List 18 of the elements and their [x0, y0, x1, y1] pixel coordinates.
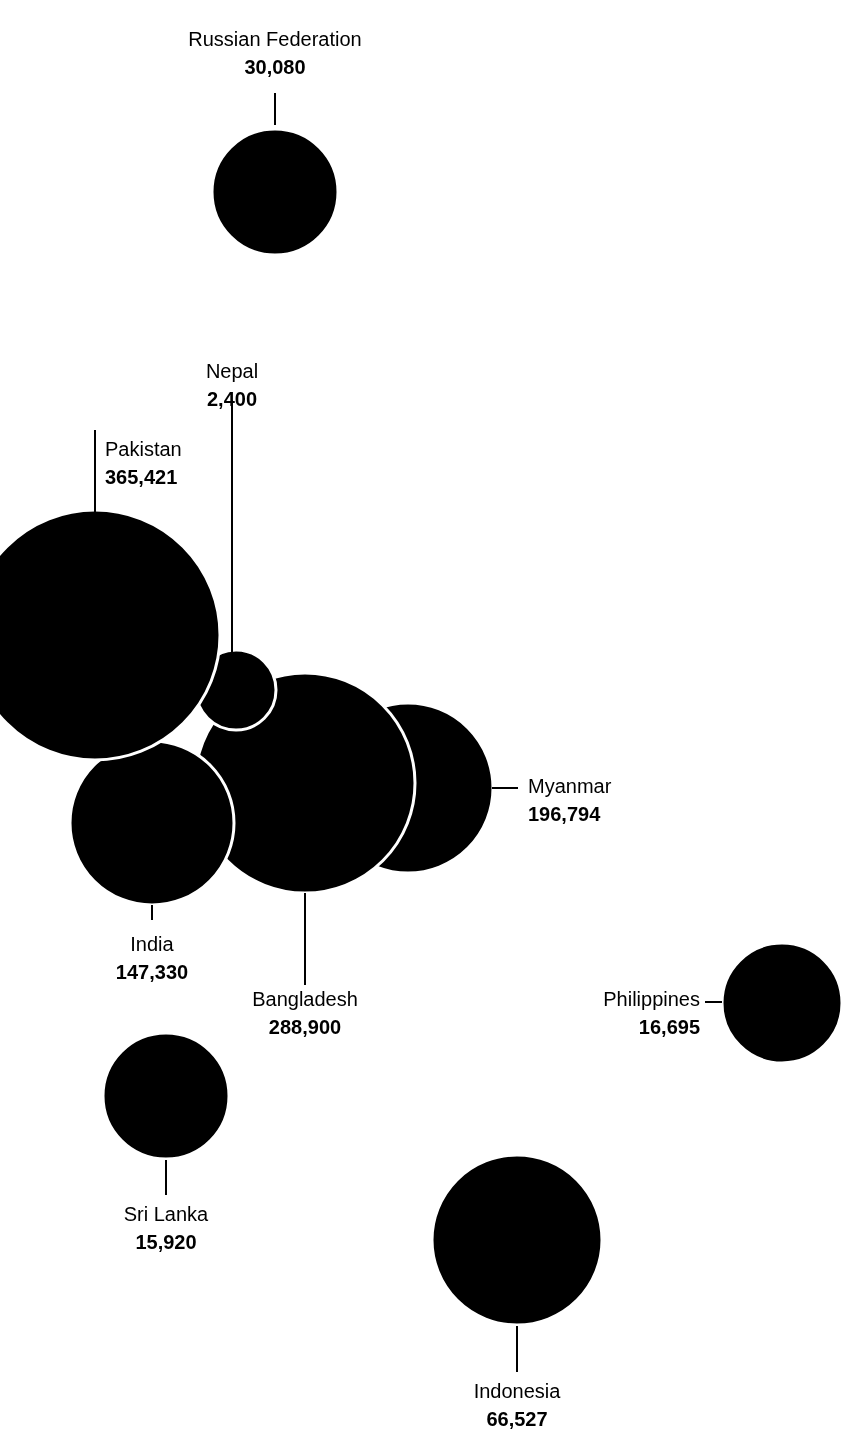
category-label: Sri Lanka — [123, 1202, 210, 1225]
category-label: India — [130, 932, 175, 955]
data-label: 16,695 — [638, 1015, 700, 1038]
data-label: 147,330 — [115, 960, 189, 983]
category-label: Philippines — [603, 987, 700, 1010]
category-label: Nepal — [205, 359, 259, 382]
data-label: 196,794 — [528, 802, 602, 825]
data-label: 66,527 — [486, 1407, 548, 1430]
data-label: 30,080 — [244, 55, 306, 78]
category-label: Myanmar — [528, 774, 612, 797]
data-label: 288,900 — [268, 1015, 342, 1038]
data-label: 365,421 — [105, 465, 178, 488]
category-label: Bangladesh — [252, 987, 358, 1010]
data-label: 2,400 — [206, 387, 258, 410]
category-label: Russian Federation — [188, 27, 362, 50]
category-label: Pakistan — [105, 437, 182, 460]
category-label: Indonesia — [473, 1379, 562, 1402]
data-label: 15,920 — [135, 1230, 197, 1253]
